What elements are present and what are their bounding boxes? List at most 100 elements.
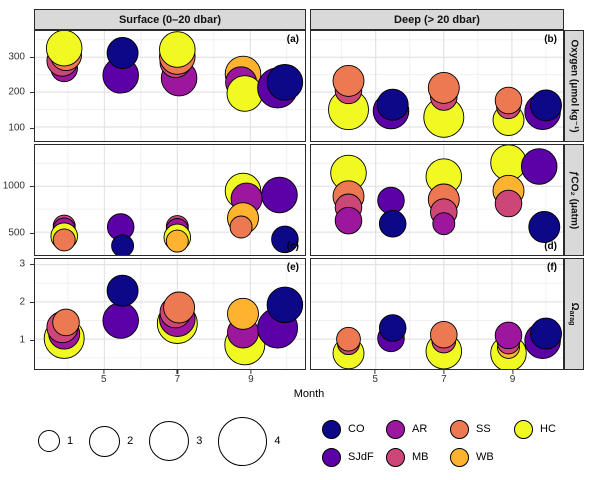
panel-plot-area <box>311 145 563 255</box>
facet-col-label-deep: Deep (> 20 dbar) <box>394 13 480 26</box>
bubble-SJdF <box>520 148 558 185</box>
panel-tag: (d) <box>544 241 557 252</box>
panel-tag: (a) <box>286 34 299 45</box>
bubble-SJdF <box>377 186 405 215</box>
facet-col-strip-deep: Deep (> 20 dbar) <box>310 9 564 30</box>
facet-row-strip-omega: Ωarag <box>564 258 584 370</box>
y-tick-mark <box>30 92 34 94</box>
station-legend-item-SS: SS <box>450 419 514 439</box>
station-legend-item-AR: AR <box>386 419 450 439</box>
bubble-SJdF <box>261 176 298 214</box>
facet-col-strip-surface: Surface (0–20 dbar) <box>34 9 306 30</box>
station-swatch-SJdF-icon <box>322 447 341 467</box>
panel-plot-area <box>311 259 563 369</box>
x-axis-surface: 5 7 9 <box>34 370 306 388</box>
panel-plot-area <box>311 31 563 141</box>
y-tick-label: 1 <box>19 334 25 346</box>
y-axis-fco2: 500 1000 <box>0 144 34 256</box>
panel-tag: (b) <box>544 34 557 45</box>
station-swatch-AR-icon <box>386 419 405 439</box>
legend: 1 2 3 4 CO AR SS HC SJdF MB WB <box>0 406 600 480</box>
facet-row-label-omega-subscript: arag <box>568 310 575 326</box>
size-legend-circle <box>38 430 60 452</box>
bubble-SS <box>52 308 80 337</box>
facet-row-strip-fco2: ƒCO₂ (μatm) <box>564 144 584 256</box>
size-legend: 1 2 3 4 <box>38 406 281 476</box>
x-tick-mark <box>443 370 445 374</box>
x-tick-mark <box>374 370 376 374</box>
x-tick-mark <box>250 370 252 374</box>
bubble-CO <box>528 211 561 243</box>
y-tick-label: 1000 <box>2 180 25 192</box>
panel-tag: (e) <box>286 262 299 273</box>
bubble-WB <box>165 229 189 253</box>
bubble-CO <box>530 89 562 122</box>
panel-oxygen-deep: (b) <box>310 30 564 142</box>
bubble-AR <box>334 206 363 235</box>
y-tick-mark <box>30 301 34 303</box>
station-legend-item-CO: CO <box>322 419 386 439</box>
facet-row-label-oxygen: Oxygen (μmol kg⁻¹) <box>568 39 580 133</box>
size-legend-item: 4 <box>218 416 281 466</box>
bubble-SS <box>427 71 460 104</box>
size-legend-circle <box>149 421 190 461</box>
x-tick-mark <box>511 370 514 374</box>
y-tick-mark <box>30 127 34 129</box>
size-legend-circle <box>89 425 121 457</box>
panel-plot-area <box>35 145 305 255</box>
bubble-SS <box>52 228 76 252</box>
bubble-SS <box>494 86 523 115</box>
panel-tag: (f) <box>547 262 557 273</box>
bubble-HC <box>159 31 196 68</box>
station-label: AR <box>412 423 428 435</box>
panel-fco2-surface: (c) <box>34 144 306 256</box>
bubble-CO <box>378 314 407 342</box>
station-legend-item-SJdF: SJdF <box>322 447 386 467</box>
bubble-MB <box>494 189 523 218</box>
bubble-WB <box>227 297 259 330</box>
y-tick-label: 2 <box>19 296 25 308</box>
panel-omega-deep: (f) <box>310 258 564 370</box>
x-tick-label: 9 <box>509 374 516 385</box>
size-legend-label: 4 <box>274 435 281 447</box>
x-axis-title: Month <box>293 388 325 400</box>
station-label: WB <box>476 451 494 463</box>
bubble-CO <box>271 225 299 254</box>
bubble-HC <box>226 75 264 112</box>
size-legend-label: 2 <box>127 435 134 447</box>
x-tick-mark <box>176 370 178 374</box>
station-swatch-MB-icon <box>386 447 405 467</box>
facet-col-label-surface: Surface (0–20 dbar) <box>118 13 222 26</box>
x-tick-label: 7 <box>174 374 181 385</box>
facet-row-label-fco2: ƒCO₂ (μatm) <box>568 170 580 230</box>
y-axis-omega: 1 2 3 <box>0 258 34 370</box>
station-swatch-CO-icon <box>322 419 341 439</box>
station-label: CO <box>348 423 365 435</box>
station-label: MB <box>412 451 429 463</box>
panel-plot-area <box>35 31 305 141</box>
bubble-HC <box>45 31 83 67</box>
station-label: SJdF <box>348 451 374 463</box>
bubble-CO <box>376 88 409 121</box>
bubble-SS <box>229 215 253 239</box>
x-tick-label: 9 <box>248 374 254 385</box>
x-axis-deep: 5 7 9 <box>310 370 564 388</box>
x-tick-label: 7 <box>441 374 447 385</box>
bubble-SS <box>336 326 361 352</box>
size-legend-label: 3 <box>196 435 203 447</box>
station-legend: CO AR SS HC SJdF MB WB <box>322 415 570 471</box>
panel-omega-surface: (e) <box>34 258 306 370</box>
bubble-CO <box>378 210 407 238</box>
y-tick-mark <box>30 56 34 58</box>
size-legend-circle <box>218 416 268 466</box>
panel-plot-area <box>35 259 305 369</box>
station-legend-item-HC: HC <box>514 419 570 439</box>
bubble-CO <box>106 274 139 307</box>
station-legend-item-WB: WB <box>450 447 514 467</box>
bubble-SJdF <box>102 302 139 339</box>
bubble-CO <box>266 286 304 324</box>
x-tick-label: 5 <box>101 374 107 385</box>
bubble-AR <box>494 321 523 350</box>
y-tick-label: 3 <box>19 258 25 270</box>
